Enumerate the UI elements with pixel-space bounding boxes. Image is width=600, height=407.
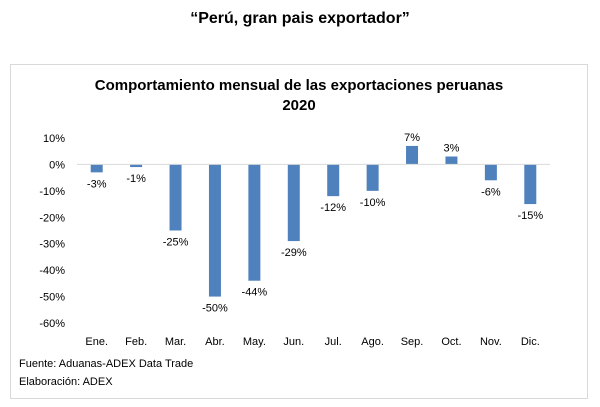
chart-title-line2: 2020 [282, 97, 316, 114]
bar-mar [169, 164, 182, 231]
source-note: Fuente: Aduanas-ADEX Data Trade [19, 358, 194, 370]
y-tick-label: 0% [49, 159, 65, 171]
bar-may [248, 164, 261, 281]
x-tick-label: Feb. [125, 336, 147, 348]
y-tick-label: -30% [39, 239, 65, 251]
x-tick-label: Abr. [205, 336, 225, 348]
y-tick-label: -60% [39, 318, 65, 330]
x-tick-label: Oct. [441, 336, 461, 348]
y-tick-label: -10% [39, 186, 65, 198]
data-label: 7% [404, 132, 420, 144]
data-label: 3% [444, 143, 460, 155]
y-tick-label: -50% [39, 292, 65, 304]
y-tick-label: 10% [43, 133, 65, 145]
x-tick-label: Mar. [165, 336, 186, 348]
data-labels: -3% -1% -25% -50% -44% -29% -12% -10% 7% 3% -6% -15… [87, 132, 543, 315]
data-label: -29% [281, 247, 307, 259]
data-label: -10% [360, 197, 386, 209]
x-tick-label: Ene. [85, 336, 108, 348]
bar-jun [287, 164, 300, 242]
x-tick-label: Dic. [521, 336, 540, 348]
bar-nov [484, 164, 497, 181]
data-label: -12% [320, 202, 346, 214]
data-label: -6% [481, 186, 501, 198]
x-tick-label: Sep. [401, 336, 424, 348]
headline: “Perú, gran pais exportador” [190, 10, 410, 27]
bar-oct [445, 156, 458, 165]
x-axis: Ene. Feb. Mar. Abr. May. Jun. Jul. Ago. Sep. Oct.… [85, 336, 539, 348]
data-label: -25% [163, 237, 189, 249]
x-tick-label: May. [243, 336, 266, 348]
bar-ago [366, 164, 379, 191]
bar-jul [327, 164, 340, 197]
prepared-by-note: Elaboración: ADEX [19, 376, 113, 388]
chart-title: Comportamiento mensual de las exportacio… [10, 76, 588, 116]
bar-dic [524, 164, 537, 205]
data-label: -50% [202, 303, 228, 315]
data-label: -44% [242, 287, 268, 299]
bar-feb [130, 164, 143, 168]
data-label: -15% [517, 210, 543, 222]
data-label: -1% [126, 173, 146, 185]
x-tick-label: Jun. [283, 336, 304, 348]
data-label: -3% [87, 178, 107, 190]
bar-abr [208, 164, 221, 297]
x-tick-label: Ago. [361, 336, 384, 348]
y-tick-label: -20% [39, 212, 65, 224]
y-axis: 10% 0% -10% -20% -30% -40% -50% -60% [39, 133, 65, 330]
x-tick-label: Jul. [325, 336, 342, 348]
x-tick-label: Nov. [480, 336, 502, 348]
bar-sep [406, 145, 419, 165]
bar-series [90, 145, 537, 297]
bar-ene [90, 164, 103, 173]
y-tick-label: -40% [39, 265, 65, 277]
chart-title-line1: Comportamiento mensual de las exportacio… [94, 77, 504, 94]
